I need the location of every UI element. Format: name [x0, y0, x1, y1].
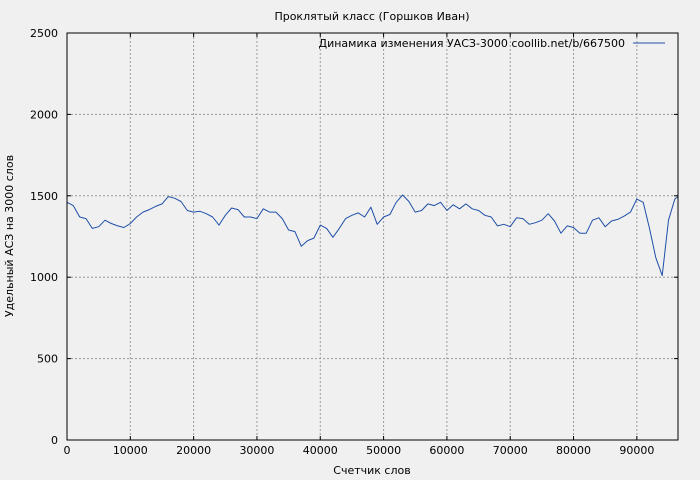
x-tick-label: 60000	[429, 444, 464, 457]
y-tick-label: 1500	[30, 190, 58, 203]
y-tick-label: 2000	[30, 108, 58, 121]
x-tick-label: 30000	[239, 444, 274, 457]
legend: Динамика изменения УАСЗ-3000 coollib.net…	[319, 37, 665, 50]
chart-title: Проклятый класс (Горшков Иван)	[274, 10, 469, 23]
x-tick-label: 40000	[303, 444, 338, 457]
x-tick-label: 80000	[556, 444, 591, 457]
grid-lines	[67, 33, 678, 440]
x-tick-label: 70000	[493, 444, 528, 457]
x-tick-label: 50000	[366, 444, 401, 457]
x-tick-label: 90000	[619, 444, 654, 457]
y-tick-label: 2500	[30, 27, 58, 40]
x-axis: 0 10000 20000 30000 40000 50000 60000 70000 8000…	[64, 33, 654, 457]
y-axis: 0 500 1000 1500 2000 2500	[30, 27, 678, 447]
y-tick-label: 1000	[30, 271, 58, 284]
series-line	[66, 194, 679, 277]
x-axis-label: Счетчик слов	[333, 464, 410, 477]
x-tick-label: 10000	[113, 444, 148, 457]
legend-label: Динамика изменения УАСЗ-3000 coollib.net…	[319, 37, 626, 50]
series-layer	[66, 194, 679, 277]
plot-area	[67, 33, 678, 440]
y-tick-label: 0	[51, 434, 58, 447]
y-tick-label: 500	[37, 353, 58, 366]
x-tick-label: 20000	[176, 444, 211, 457]
y-axis-label: Удельный АСЗ на 3000 слов	[3, 155, 16, 317]
x-tick-label: 0	[64, 444, 71, 457]
plot-frame	[66, 32, 679, 441]
